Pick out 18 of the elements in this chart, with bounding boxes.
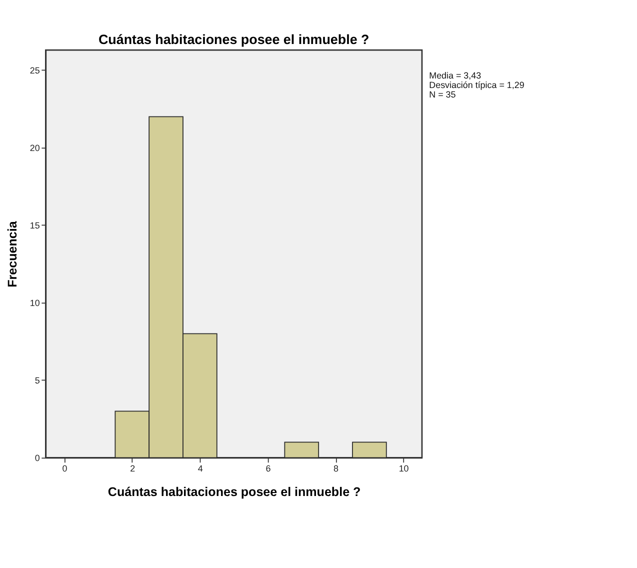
text: Media = 3,43	[429, 70, 482, 81]
chart-title: Cuántas habitaciones posee el inmueble ?	[98, 32, 370, 47]
y-axis-title: Frecuencia	[5, 220, 20, 288]
x-axis-title: Cuántas habitaciones posee el inmueble ?	[108, 484, 361, 499]
y-tick-label: 10	[30, 298, 40, 308]
y-tick-label: 5	[34, 375, 40, 386]
y-tick-label: 15	[30, 220, 40, 230]
x-tick-label: 10	[398, 464, 409, 474]
x-tick-label: 0	[62, 464, 68, 474]
y-tick-label: 25	[30, 65, 40, 76]
y-tick-label: 20	[30, 142, 40, 153]
x-tick-label: 8	[333, 464, 338, 474]
text: Desviación típica = 1,29	[429, 80, 524, 90]
x-tick-label: 2	[130, 464, 136, 474]
x-tick-label: 4	[198, 464, 203, 474]
x-tick-label: 6	[266, 464, 271, 474]
y-tick-label: 0	[34, 452, 40, 463]
text: N = 35	[429, 90, 456, 100]
